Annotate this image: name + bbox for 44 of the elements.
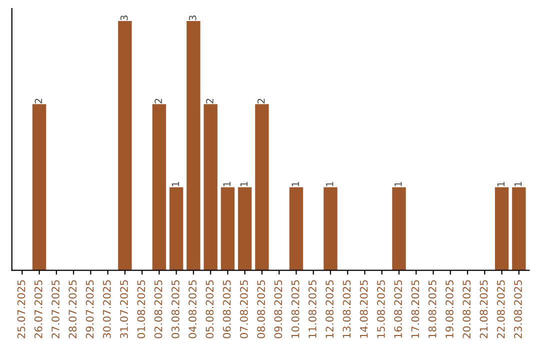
x-tick-label: 21.08.2025 (480, 280, 488, 338)
x-tick-label: 30.07.2025 (102, 280, 111, 338)
x-tick-label: 04.08.2025 (188, 280, 196, 338)
data-label: 2 (34, 98, 42, 104)
x-tick-label: 09.08.2025 (274, 280, 282, 338)
data-label: 3 (188, 16, 196, 20)
data-label: 2 (206, 98, 214, 104)
x-tick-label: 14.08.2025 (360, 280, 368, 338)
x-tick-label: 18.08.2025 (428, 280, 436, 338)
data-label: 1 (326, 182, 334, 186)
x-tick-label: 03.08.2025 (171, 280, 180, 338)
x-tick-label: 20.08.2025 (462, 280, 471, 338)
x-tick-label: 26.07.2025 (34, 280, 42, 338)
x-tick-label: 12.08.2025 (326, 280, 334, 338)
x-tick-label: 31.07.2025 (120, 280, 128, 338)
data-label: 3 (120, 16, 128, 20)
x-tick-label: 27.07.2025 (52, 280, 60, 338)
data-label: 2 (257, 98, 265, 104)
x-tick-label: 25.07.2025 (17, 280, 26, 338)
data-label: 2 (154, 98, 162, 104)
x-tick-label: 07.08.2025 (240, 280, 248, 338)
x-tick-label: 08.08.2025 (257, 280, 265, 338)
data-label: 1 (514, 182, 522, 186)
data-label: 1 (394, 182, 402, 186)
data-label: 1 (172, 182, 180, 186)
x-tick-label: 28.07.2025 (68, 280, 77, 338)
x-tick-label: 23.08.2025 (514, 280, 522, 338)
data-label: 1 (223, 182, 230, 186)
x-tick-label: 05.08.2025 (206, 280, 214, 338)
x-tick-label: 22.08.2025 (496, 280, 505, 338)
x-tick-label: 15.08.2025 (377, 280, 385, 338)
x-tick-label: 17.08.2025 (411, 280, 420, 338)
data-label: 1 (292, 182, 299, 186)
x-tick-label: 06.08.2025 (222, 280, 231, 338)
x-tick-label: 29.07.2025 (86, 280, 94, 338)
x-tick-label: 16.08.2025 (394, 280, 402, 338)
x-tick-label: 01.08.2025 (137, 280, 146, 338)
x-tick-label: 10.08.2025 (291, 280, 300, 338)
x-tick-label: 02.08.2025 (154, 280, 162, 338)
x-tick-label: 13.08.2025 (342, 280, 351, 338)
x-tick-label: 19.08.2025 (446, 280, 454, 338)
x-tick-label: 11.08.2025 (308, 280, 316, 338)
data-label: 1 (497, 182, 504, 186)
data-label: 1 (240, 182, 248, 186)
